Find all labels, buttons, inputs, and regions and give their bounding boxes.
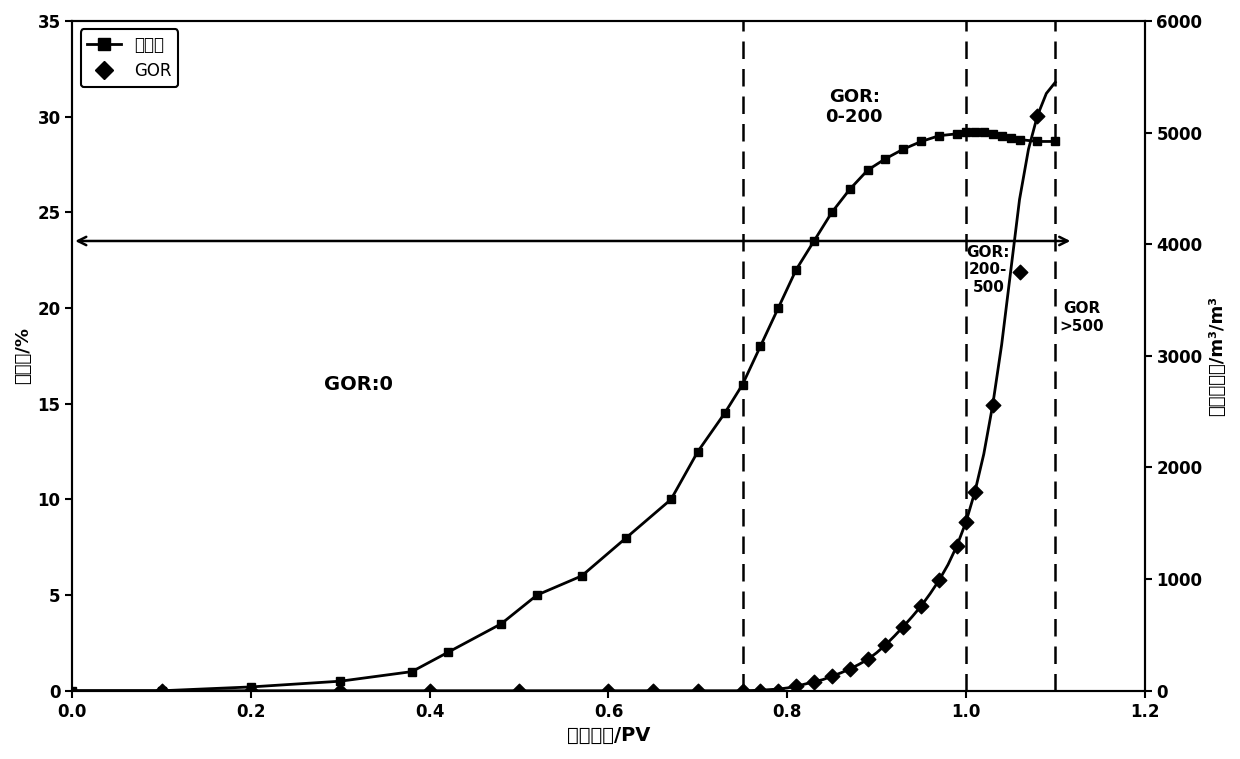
Point [911,600,931,612]
Point [241,685,260,697]
Point [875,639,895,651]
Point [1028,110,1048,122]
Point [956,516,976,528]
Point [965,486,985,498]
Y-axis label: 生产气油比/m³/m³: 生产气油比/m³/m³ [1208,296,1226,416]
Text: GOR:
200-
500: GOR: 200- 500 [966,245,1011,294]
Point [769,685,789,697]
Point [1009,266,1029,278]
Point [733,685,753,697]
X-axis label: 注入体积/PV: 注入体积/PV [567,726,650,745]
Point [894,621,914,633]
Point [750,685,770,697]
Point [983,399,1003,411]
Point [420,685,440,697]
Point [644,685,663,697]
Point [151,685,171,697]
Point [688,685,708,697]
Point [839,663,859,675]
Point [929,574,949,586]
Point [510,685,529,697]
Point [331,685,351,697]
Point [858,653,878,666]
Point [804,676,823,688]
Legend: 采收率, GOR: 采收率, GOR [81,30,179,87]
Point [786,680,806,692]
Point [599,685,619,697]
Text: GOR
>500: GOR >500 [1060,301,1105,334]
Y-axis label: 采收率/%: 采收率/% [14,327,32,384]
Text: GOR:
0-200: GOR: 0-200 [826,87,883,127]
Point [822,670,842,682]
Point [947,540,967,552]
Text: GOR:0: GOR:0 [324,375,393,394]
